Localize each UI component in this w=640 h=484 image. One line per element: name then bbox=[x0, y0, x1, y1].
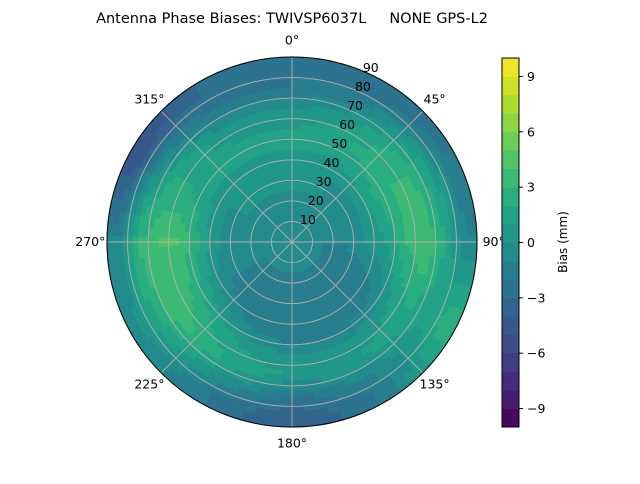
chart-title: Antenna Phase Biases: TWIVSP6037L NONE G… bbox=[96, 11, 488, 27]
azimuth-tick-label: 135° bbox=[420, 377, 450, 392]
azimuth-tick-label: 270° bbox=[75, 234, 105, 249]
colorbar-band bbox=[502, 279, 519, 298]
contour-cell bbox=[291, 355, 300, 361]
colorbar-band bbox=[502, 316, 519, 335]
colorbar-band bbox=[502, 150, 519, 169]
contour-cell bbox=[292, 144, 299, 150]
colorbar-tick-label: −6 bbox=[527, 346, 545, 361]
colorbar-ticks: −9 −6 −3 0 3 6 9 bbox=[519, 69, 545, 416]
radial-tick-label: 50 bbox=[331, 136, 347, 151]
azimuth-tick-label: 0° bbox=[285, 32, 299, 47]
colorbar bbox=[502, 58, 519, 427]
colorbar-band bbox=[502, 372, 519, 391]
colorbar-band bbox=[502, 95, 519, 114]
contour-cell bbox=[285, 329, 292, 335]
contour-cell bbox=[292, 149, 299, 155]
colorbar-band bbox=[502, 261, 519, 280]
colorbar-band bbox=[502, 409, 519, 428]
contour-cell bbox=[292, 324, 299, 330]
colorbar-band bbox=[502, 76, 519, 95]
contour-cell bbox=[287, 165, 293, 171]
radial-tick-label: 30 bbox=[316, 174, 332, 189]
radial-tick-label: 90 bbox=[363, 60, 379, 75]
colorbar-band bbox=[502, 187, 519, 206]
contour-cell bbox=[461, 236, 467, 249]
contour-cell bbox=[283, 113, 293, 119]
colorbar-label: Bias (mm) bbox=[556, 211, 570, 273]
colorbar-band bbox=[502, 298, 519, 317]
contour-cell bbox=[467, 236, 473, 250]
colorbar-tick-label: 6 bbox=[527, 124, 535, 139]
contour-cell bbox=[292, 329, 299, 335]
contour-cell bbox=[240, 243, 246, 247]
colorbar-band bbox=[502, 169, 519, 188]
contour-cell bbox=[284, 129, 293, 135]
contour-cell bbox=[284, 134, 292, 140]
contour-cell bbox=[291, 350, 300, 356]
colorbar-band bbox=[502, 353, 519, 372]
contour-cell bbox=[284, 344, 292, 350]
colorbar-band bbox=[502, 243, 519, 262]
colorbar-tick-label: 0 bbox=[527, 235, 535, 250]
colorbar-band bbox=[502, 224, 519, 243]
azimuth-tick-label: 180° bbox=[277, 436, 307, 451]
contour-cell bbox=[343, 236, 349, 240]
radial-tick-label: 10 bbox=[300, 212, 316, 227]
azimuth-tick-label: 225° bbox=[134, 377, 164, 392]
radial-tick-label: 60 bbox=[339, 117, 355, 132]
contour-cell bbox=[291, 334, 298, 340]
polar-grid bbox=[107, 57, 477, 427]
colorbar-tick-label: −9 bbox=[527, 401, 545, 416]
contour-cell bbox=[286, 149, 293, 155]
colorbar-band bbox=[502, 58, 519, 77]
contour-cell bbox=[338, 237, 344, 241]
contour-cell bbox=[285, 334, 292, 340]
azimuth-tick-label: 315° bbox=[134, 91, 164, 106]
azimuth-tick-label: 45° bbox=[424, 91, 446, 106]
colorbar-tick-label: 3 bbox=[527, 180, 535, 195]
colorbar-band bbox=[502, 206, 519, 225]
colorbar-band bbox=[502, 113, 519, 132]
radial-tick-label: 80 bbox=[355, 79, 371, 94]
colorbar-tick-label: −3 bbox=[527, 290, 545, 305]
radial-tick-label: 20 bbox=[308, 193, 324, 208]
contour-cell bbox=[292, 314, 298, 320]
contour-cell bbox=[286, 154, 293, 160]
contour-cell bbox=[284, 123, 293, 129]
radial-tick-label: 70 bbox=[347, 98, 363, 113]
contour-cell bbox=[291, 345, 299, 351]
contour-cell bbox=[292, 134, 300, 140]
contour-cell bbox=[285, 144, 292, 150]
colorbar-band bbox=[502, 335, 519, 354]
colorbar-band bbox=[502, 390, 519, 409]
azimuth-tick-label: 90° bbox=[483, 234, 505, 249]
colorbar-band bbox=[502, 132, 519, 151]
radial-tick-label: 40 bbox=[324, 155, 340, 170]
contour-cell bbox=[291, 365, 301, 371]
colorbar-tick-label: 9 bbox=[527, 69, 535, 84]
contour-cell bbox=[112, 235, 118, 249]
contour-cell bbox=[117, 235, 123, 248]
contour-cell bbox=[235, 244, 241, 248]
